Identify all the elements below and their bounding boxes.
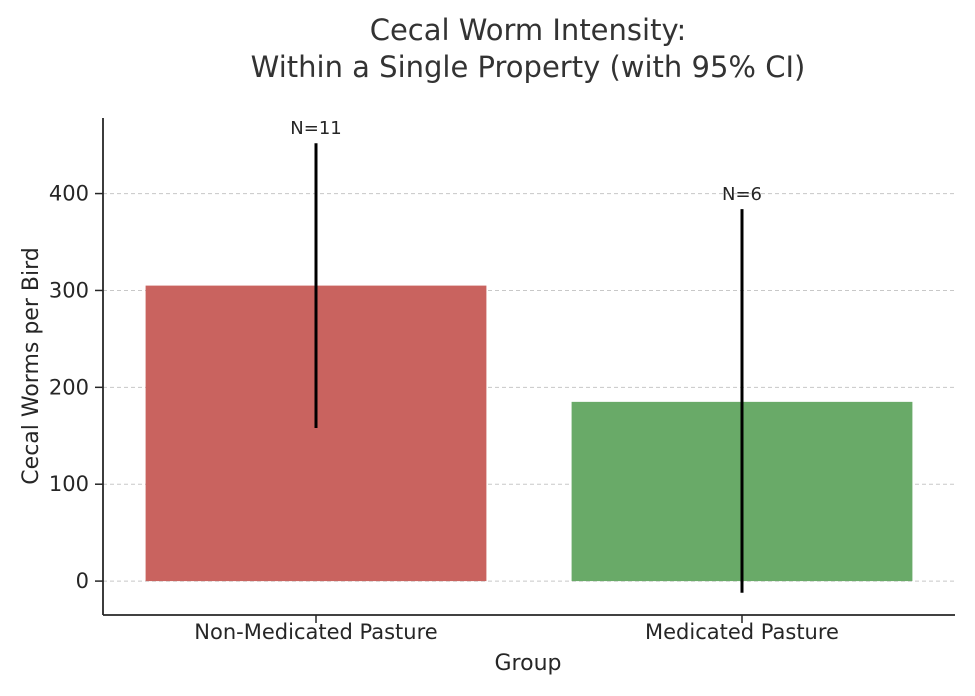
y-tick-label: 200 [49, 375, 89, 399]
bars [145, 285, 913, 582]
chart-title: Cecal Worm Intensity: Within a Single Pr… [0, 12, 975, 86]
x-axis-label: Group [495, 651, 562, 676]
bar-count-label: N=6 [722, 184, 762, 205]
bar-count-label: N=11 [290, 118, 341, 139]
x-ticks: Non-Medicated Pasture Medicated Pasture [194, 615, 839, 644]
axes [102, 118, 955, 616]
chart-title-line-2: Within a Single Property (with 95% CI) [250, 50, 806, 84]
bar-annotations: N=11 N=6 [290, 118, 762, 205]
y-tick-label: 300 [49, 278, 89, 302]
y-ticks: 0 100 200 300 400 [49, 182, 103, 593]
x-tick-label: Non-Medicated Pasture [194, 620, 437, 644]
chart-title-line-1: Cecal Worm Intensity: [369, 13, 687, 47]
y-tick-label: 100 [49, 472, 89, 496]
y-tick-label: 400 [49, 182, 89, 206]
error-bars [314, 143, 744, 593]
y-tick-label: 0 [76, 569, 89, 593]
x-tick-label: Medicated Pasture [645, 620, 839, 644]
y-axis-label: Cecal Worms per Bird [19, 247, 44, 484]
